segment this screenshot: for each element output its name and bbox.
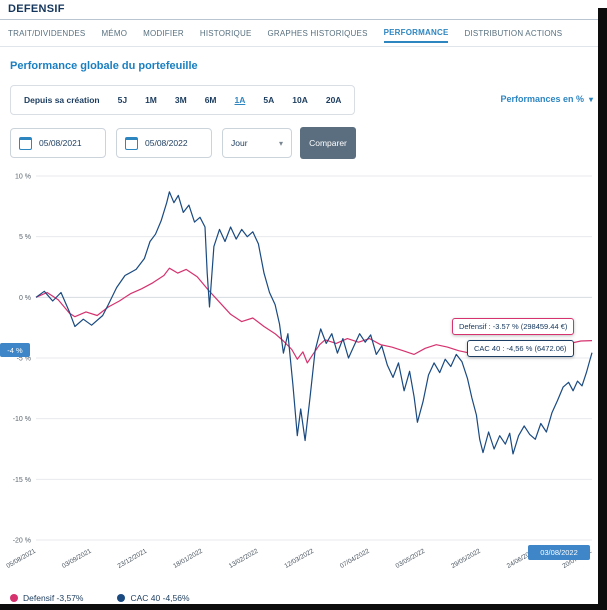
tab-historique[interactable]: HISTORIQUE xyxy=(199,28,252,38)
tab-performance[interactable]: PERFORMANCE xyxy=(383,28,449,43)
page-title: DEFENSIF xyxy=(8,3,65,15)
interval-value: Jour xyxy=(231,138,248,148)
header-divider xyxy=(0,19,598,20)
period-1m[interactable]: 1M xyxy=(145,95,157,105)
svg-text:0 %: 0 % xyxy=(19,295,31,302)
tab-trait-dividendes[interactable]: TRAIT/DIVIDENDES xyxy=(8,28,86,38)
y-axis-value-badge: -4 % xyxy=(0,343,30,357)
period-20a[interactable]: 20A xyxy=(325,95,342,105)
period-1a[interactable]: 1A xyxy=(234,95,246,105)
period-5a[interactable]: 5A xyxy=(263,95,275,105)
period-depuis-creation[interactable]: Depuis sa création xyxy=(24,95,100,105)
tabs-divider xyxy=(0,46,598,47)
legend-item-cac40[interactable]: CAC 40 -4,56% xyxy=(117,593,190,603)
tooltip-defensif: Defensif : -3.57 % (298459.44 €) xyxy=(452,318,575,335)
svg-text:-5 %: -5 % xyxy=(17,356,31,363)
section-title: Performance globale du portefeuille xyxy=(10,60,198,72)
chart-canvas[interactable]: 10 % 5 % 0 % -5 % -10 % -15 % -20 % 05/08/2021 0… xyxy=(0,168,600,604)
chevron-down-icon: ▾ xyxy=(278,138,283,148)
svg-text:13/02/2022: 13/02/2022 xyxy=(228,547,260,570)
chevron-down-icon: ▾ xyxy=(588,94,593,104)
defensif-series-dot-icon xyxy=(10,594,18,602)
display-mode-select[interactable]: Performances en % ▾ xyxy=(500,94,593,104)
interval-select[interactable]: Jour ▾ xyxy=(222,128,292,158)
svg-text:23/12/2021: 23/12/2021 xyxy=(117,547,149,570)
date-to-value: 05/08/2022 xyxy=(145,138,188,148)
date-from-value: 05/08/2021 xyxy=(39,138,82,148)
svg-text:29/05/2022: 29/05/2022 xyxy=(450,547,482,570)
svg-text:5 %: 5 % xyxy=(19,234,31,241)
performance-chart[interactable]: 10 % 5 % 0 % -5 % -10 % -15 % -20 % 05/08/2021 0… xyxy=(0,168,600,604)
tab-bar: TRAIT/DIVIDENDES MÉMO MODIFIER HISTORIQU… xyxy=(8,25,562,45)
svg-text:12/03/2022: 12/03/2022 xyxy=(283,547,315,570)
period-5j[interactable]: 5J xyxy=(117,95,128,105)
compare-button[interactable]: Comparer xyxy=(300,127,356,159)
display-mode-label: Performances en % xyxy=(500,94,584,104)
calendar-icon xyxy=(125,136,138,150)
cac40-series-dot-icon xyxy=(117,594,126,602)
date-to-input[interactable]: 05/08/2022 xyxy=(116,128,212,158)
svg-text:05/08/2021: 05/08/2021 xyxy=(5,547,37,570)
period-10a[interactable]: 10A xyxy=(292,95,308,105)
svg-text:10 %: 10 % xyxy=(15,174,31,181)
date-from-input[interactable]: 05/08/2021 xyxy=(10,128,106,158)
tab-memo[interactable]: MÉMO xyxy=(101,28,128,38)
svg-text:-20 %: -20 % xyxy=(13,538,31,545)
svg-text:03/05/2022: 03/05/2022 xyxy=(395,547,427,570)
tab-graphes-historiques[interactable]: GRAPHES HISTORIQUES xyxy=(267,28,368,38)
period-selector: Depuis sa création 5J 1M 3M 6M 1A 5A 10A… xyxy=(10,85,356,115)
legend-label-defensif: Defensif -3,57% xyxy=(23,593,84,603)
svg-text:18/01/2022: 18/01/2022 xyxy=(172,547,204,570)
chart-legend: Defensif -3,57% CAC 40 -4,56% xyxy=(10,593,190,603)
tooltip-cac40: CAC 40 : -4,56 % (6472.06) xyxy=(467,340,574,357)
screen-edge-bottom xyxy=(0,604,607,610)
calendar-icon xyxy=(19,136,32,150)
screen-edge-right xyxy=(598,8,607,610)
period-3m[interactable]: 3M xyxy=(174,95,187,105)
period-6m[interactable]: 6M xyxy=(204,95,217,105)
tab-modifier[interactable]: MODIFIER xyxy=(143,28,184,38)
svg-text:03/09/2021: 03/09/2021 xyxy=(61,547,93,570)
svg-text:-15 %: -15 % xyxy=(13,477,31,484)
svg-text:-10 %: -10 % xyxy=(13,416,31,423)
x-axis-date-badge: 03/08/2022 xyxy=(528,545,590,560)
legend-item-defensif[interactable]: Defensif -3,57% xyxy=(10,593,83,603)
tab-distribution-actions[interactable]: DISTRIBUTION ACTIONS xyxy=(464,28,563,38)
svg-text:07/04/2022: 07/04/2022 xyxy=(339,547,371,570)
legend-label-cac40: CAC 40 -4,56% xyxy=(130,593,190,603)
